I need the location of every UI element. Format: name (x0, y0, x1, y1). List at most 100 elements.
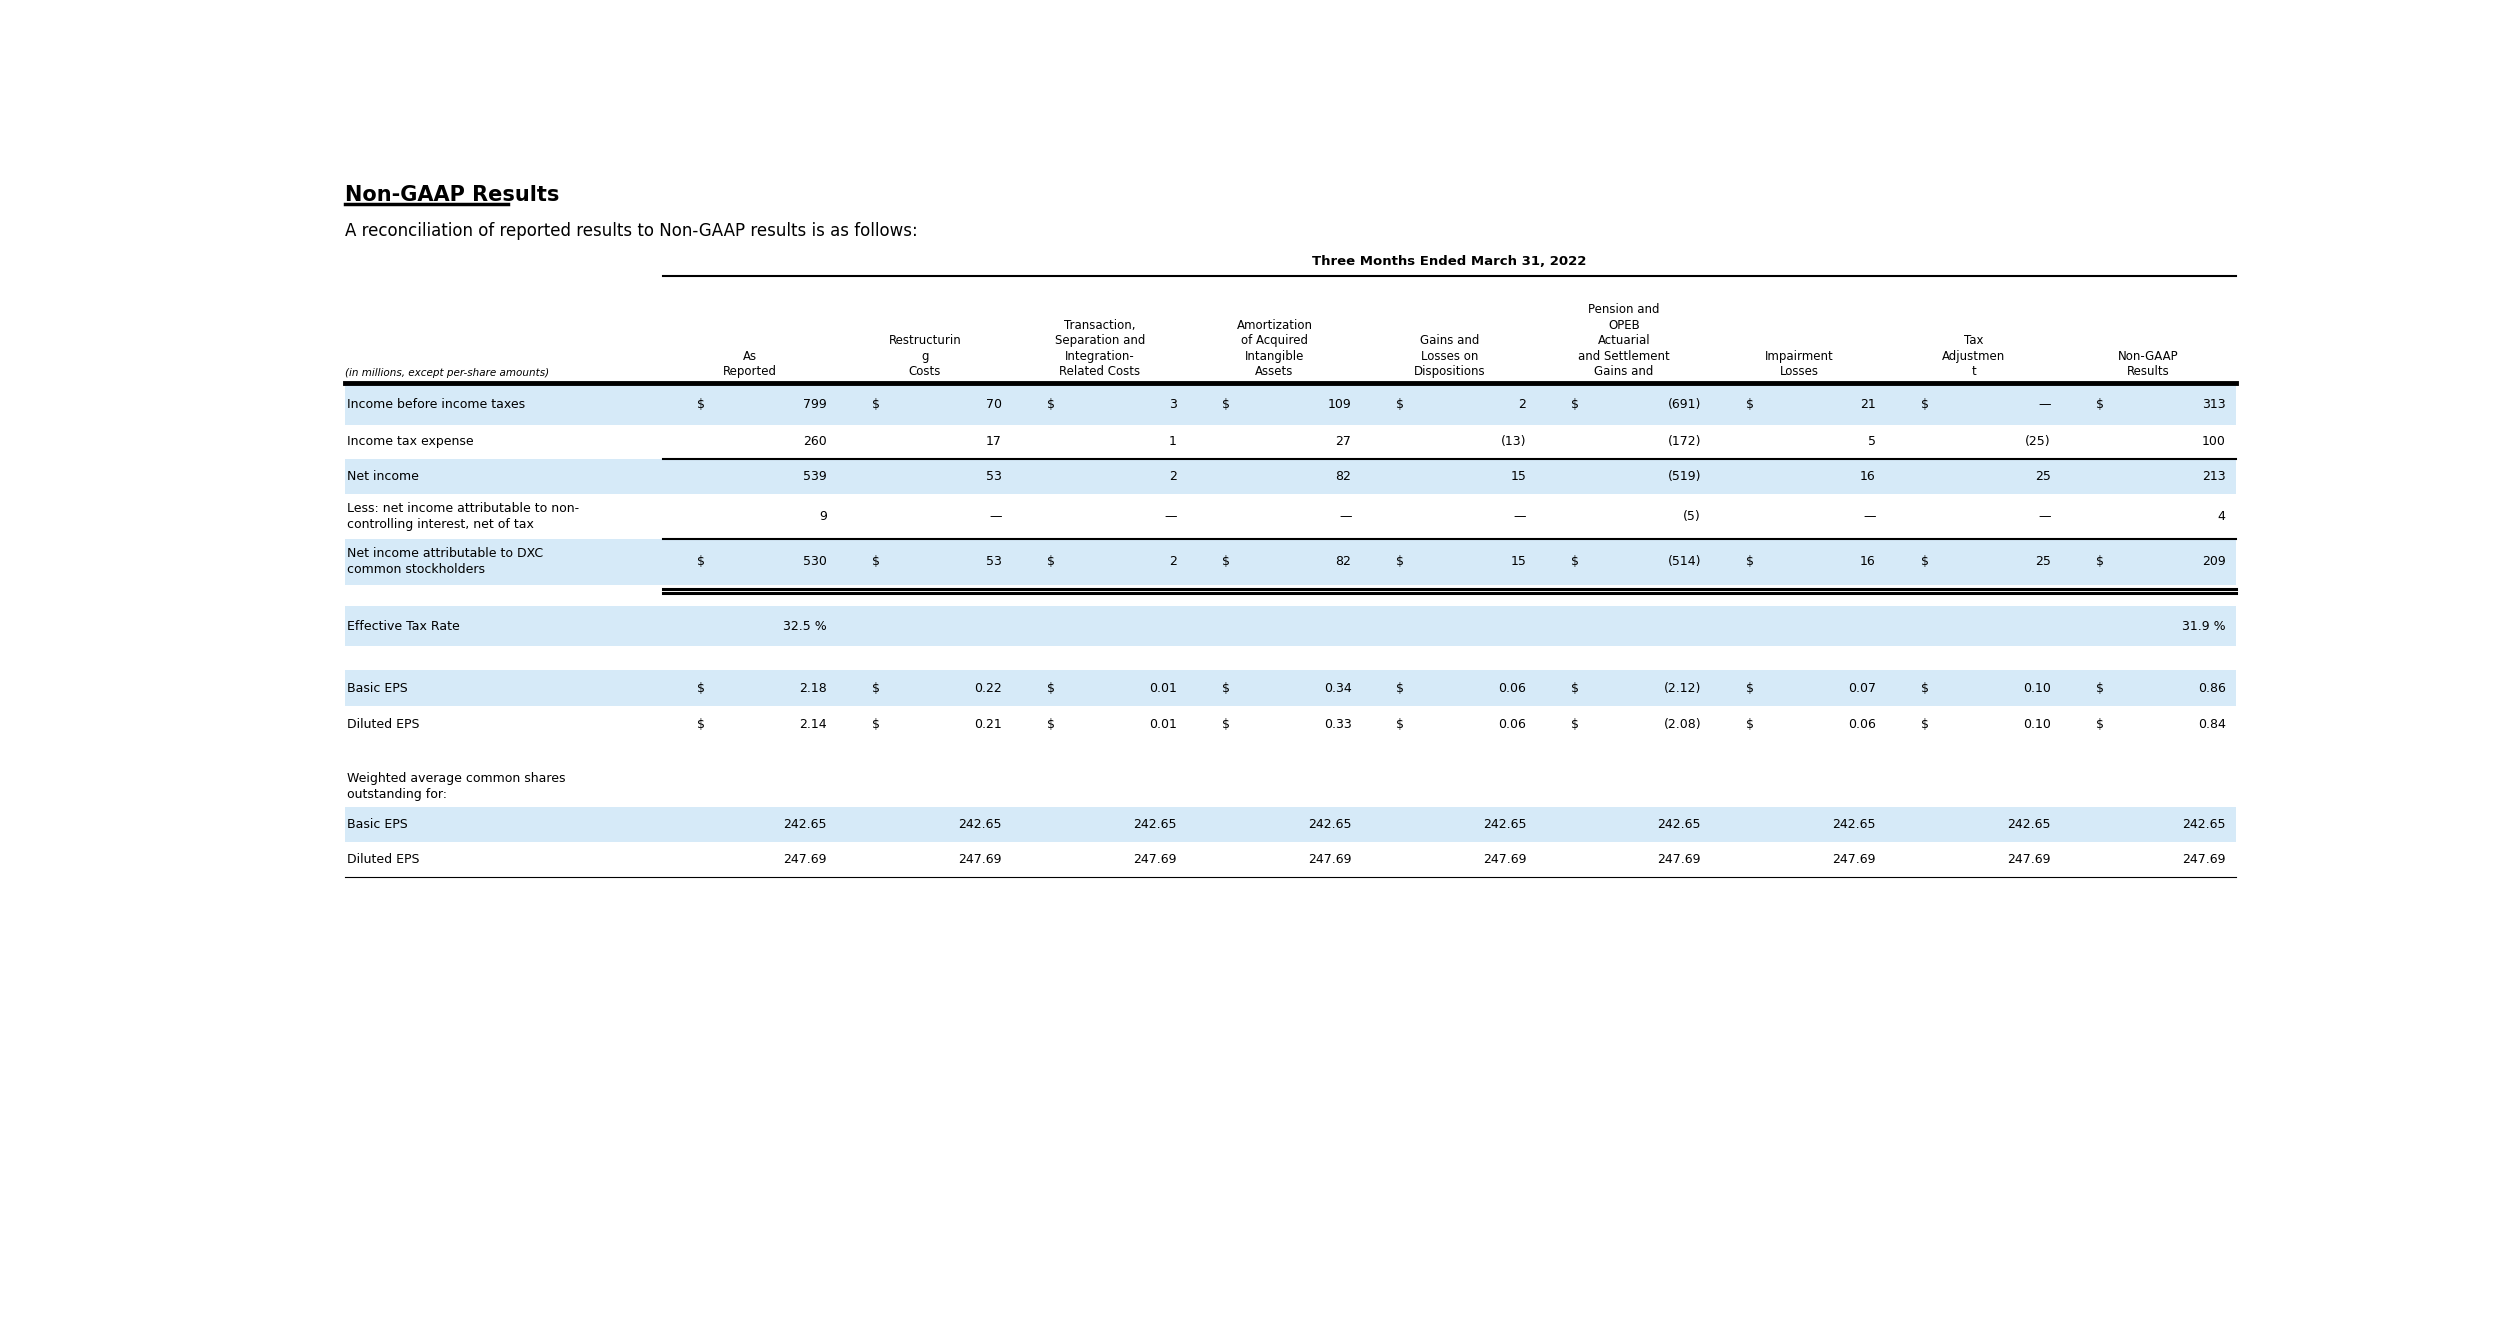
Text: $: $ (2095, 719, 2103, 732)
Text: $: $ (2095, 681, 2103, 694)
Text: $: $ (698, 555, 706, 569)
Text: Impairment
Losses: Impairment Losses (1763, 351, 1834, 379)
Text: 0.06: 0.06 (1500, 681, 1527, 694)
Bar (344, 384, 2236, 424)
Text: (2.12): (2.12) (1663, 681, 1701, 694)
Text: —: — (1864, 510, 1876, 523)
Text: Diluted EPS: Diluted EPS (347, 852, 420, 866)
Text: $: $ (1922, 719, 1929, 732)
Text: $: $ (1221, 719, 1228, 732)
Text: $: $ (1922, 399, 1929, 411)
Text: $: $ (1048, 681, 1055, 694)
Text: $: $ (698, 681, 706, 694)
Text: Transaction,
Separation and
Integration-
Related Costs: Transaction, Separation and Integration-… (1055, 318, 1145, 379)
Text: 16: 16 (1861, 470, 1876, 483)
Text: 799: 799 (804, 399, 826, 411)
Text: 27: 27 (1336, 435, 1351, 448)
Text: Three Months Ended March 31, 2022: Three Months Ended March 31, 2022 (1311, 256, 1588, 269)
Text: —: — (1515, 510, 1527, 523)
Text: Net income: Net income (347, 470, 420, 483)
Text: Amortization
of Acquired
Intangible
Assets: Amortization of Acquired Intangible Asse… (1236, 318, 1314, 379)
Text: $: $ (698, 399, 706, 411)
Text: $: $ (1570, 681, 1580, 694)
Text: 0.01: 0.01 (1148, 681, 1176, 694)
Text: $: $ (1397, 681, 1404, 694)
Text: (2.08): (2.08) (1663, 719, 1701, 732)
Text: 25: 25 (2035, 470, 2050, 483)
Text: 0.33: 0.33 (1324, 719, 1351, 732)
Text: $: $ (1922, 681, 1929, 694)
Text: 82: 82 (1336, 470, 1351, 483)
Text: 70: 70 (985, 399, 1002, 411)
Text: $: $ (1746, 399, 1753, 411)
Text: 5: 5 (1869, 435, 1876, 448)
Bar (344, 459, 2236, 494)
Text: $: $ (1570, 555, 1580, 569)
Text: $: $ (698, 719, 706, 732)
Text: 53: 53 (987, 555, 1002, 569)
Text: —: — (1339, 510, 1351, 523)
Text: Pension and
OPEB
Actuarial
and Settlement
Gains and: Pension and OPEB Actuarial and Settlemen… (1578, 304, 1670, 379)
Text: 247.69: 247.69 (1658, 852, 1701, 866)
Text: (172): (172) (1668, 435, 1701, 448)
Text: 2.18: 2.18 (799, 681, 826, 694)
Text: $: $ (1746, 719, 1753, 732)
Text: $: $ (1221, 399, 1228, 411)
Text: 109: 109 (1329, 399, 1351, 411)
Text: Tax
Adjustmen
t: Tax Adjustmen t (1942, 334, 2005, 379)
Text: (691): (691) (1668, 399, 1701, 411)
Text: 209: 209 (2201, 555, 2226, 569)
Text: 213: 213 (2203, 470, 2226, 483)
Bar (344, 539, 2236, 585)
Text: $: $ (2095, 555, 2103, 569)
Text: 0.34: 0.34 (1324, 681, 1351, 694)
Text: —: — (1163, 510, 1176, 523)
Text: 0.84: 0.84 (2198, 719, 2226, 732)
Text: Income tax expense: Income tax expense (347, 435, 472, 448)
Text: 247.69: 247.69 (784, 852, 826, 866)
Text: 21: 21 (1861, 399, 1876, 411)
Text: 15: 15 (1510, 470, 1527, 483)
Text: 53: 53 (987, 470, 1002, 483)
Text: 260: 260 (804, 435, 826, 448)
Text: $: $ (1746, 681, 1753, 694)
Text: $: $ (1048, 719, 1055, 732)
Text: $: $ (872, 719, 879, 732)
Text: Diluted EPS: Diluted EPS (347, 719, 420, 732)
Text: —: — (2037, 399, 2050, 411)
Text: 242.65: 242.65 (2183, 818, 2226, 831)
Text: 247.69: 247.69 (1831, 852, 1876, 866)
Text: (519): (519) (1668, 470, 1701, 483)
Text: 0.06: 0.06 (1849, 719, 1876, 732)
Text: A reconciliation of reported results to Non-GAAP results is as follows:: A reconciliation of reported results to … (344, 222, 917, 240)
Text: $: $ (872, 681, 879, 694)
Text: 2: 2 (1168, 470, 1176, 483)
Text: Basic EPS: Basic EPS (347, 818, 407, 831)
Text: 25: 25 (2035, 555, 2050, 569)
Text: (in millions, except per-share amounts): (in millions, except per-share amounts) (344, 368, 550, 379)
Text: $: $ (1570, 719, 1580, 732)
Text: 247.69: 247.69 (2183, 852, 2226, 866)
Text: —: — (2037, 510, 2050, 523)
Text: 2.14: 2.14 (799, 719, 826, 732)
Text: Gains and
Losses on
Dispositions: Gains and Losses on Dispositions (1414, 334, 1485, 379)
Text: 247.69: 247.69 (1309, 852, 1351, 866)
Text: $: $ (1397, 719, 1404, 732)
Text: $: $ (2095, 399, 2103, 411)
Text: 0.86: 0.86 (2198, 681, 2226, 694)
Text: 313: 313 (2203, 399, 2226, 411)
Text: Net income attributable to DXC
common stockholders: Net income attributable to DXC common st… (347, 547, 543, 577)
Bar (344, 606, 2236, 646)
Text: Less: net income attributable to non-
controlling interest, net of tax: Less: net income attributable to non- co… (347, 502, 578, 531)
Text: 242.65: 242.65 (2007, 818, 2050, 831)
Text: 242.65: 242.65 (784, 818, 826, 831)
Text: 242.65: 242.65 (1482, 818, 1527, 831)
Text: $: $ (1746, 555, 1753, 569)
Text: 1: 1 (1168, 435, 1176, 448)
Text: $: $ (1221, 681, 1228, 694)
Text: 242.65: 242.65 (960, 818, 1002, 831)
Text: (13): (13) (1500, 435, 1527, 448)
Text: 32.5 %: 32.5 % (784, 619, 826, 633)
Text: 242.65: 242.65 (1309, 818, 1351, 831)
Text: Income before income taxes: Income before income taxes (347, 399, 525, 411)
